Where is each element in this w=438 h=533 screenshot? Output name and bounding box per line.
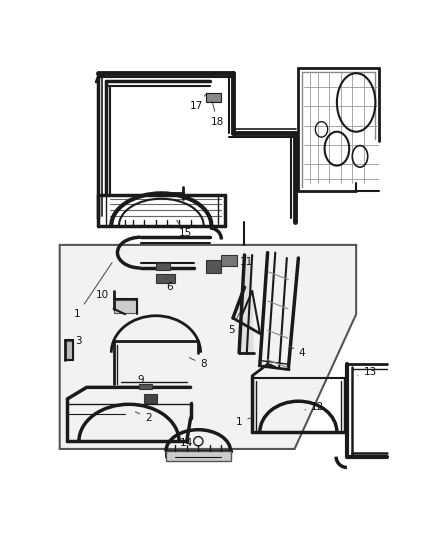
Polygon shape xyxy=(60,245,356,449)
Polygon shape xyxy=(221,255,237,265)
Polygon shape xyxy=(166,451,231,461)
Text: 14: 14 xyxy=(180,438,193,448)
Polygon shape xyxy=(239,255,254,355)
Text: 17: 17 xyxy=(190,93,207,111)
Text: 13: 13 xyxy=(358,367,377,377)
Polygon shape xyxy=(206,93,221,102)
Text: 1: 1 xyxy=(236,417,252,427)
Polygon shape xyxy=(139,384,152,389)
Text: 8: 8 xyxy=(189,358,207,369)
Text: 1: 1 xyxy=(74,263,112,319)
Text: 12: 12 xyxy=(305,401,324,411)
Text: 3: 3 xyxy=(73,336,82,349)
Polygon shape xyxy=(65,341,73,359)
Text: 18: 18 xyxy=(211,101,224,127)
Polygon shape xyxy=(114,301,137,313)
Text: 2: 2 xyxy=(135,411,152,423)
Text: 11: 11 xyxy=(234,257,254,267)
Text: 6: 6 xyxy=(165,278,173,292)
Polygon shape xyxy=(156,274,175,284)
Text: 5: 5 xyxy=(228,313,240,335)
Text: 10: 10 xyxy=(95,290,115,302)
Text: 15: 15 xyxy=(177,220,192,238)
Polygon shape xyxy=(156,263,170,270)
Polygon shape xyxy=(206,260,221,273)
Text: 4: 4 xyxy=(290,346,306,358)
Polygon shape xyxy=(145,393,158,403)
Text: 9: 9 xyxy=(137,375,148,386)
